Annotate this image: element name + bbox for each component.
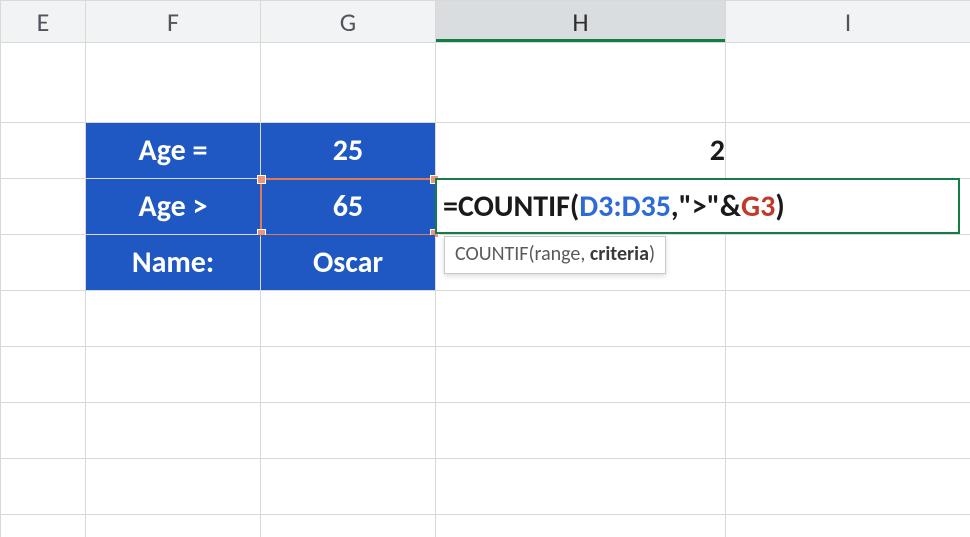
formula-editor[interactable]: =COUNTIF(D3:D35,">"&G3) [435,178,960,234]
cell-E5[interactable] [1,291,86,347]
formula-text: =COUNTIF(D3:D35,">"&G3) [443,188,785,225]
tooltip-arg-criteria[interactable]: criteria [590,242,649,266]
cell-I9[interactable] [726,515,970,537]
tooltip-fn-name: COUNTIF [455,242,528,266]
cell-H1[interactable] [436,43,726,123]
tooltip-sep: , [580,242,590,266]
cell-E4[interactable] [1,235,86,291]
cell-H7[interactable] [436,403,726,459]
cell-H9[interactable] [436,515,726,537]
cell-G6[interactable] [261,347,436,403]
column-header-F[interactable]: F [86,1,261,43]
spreadsheet-viewport: E F G H I Age = 25 2 [0,0,970,537]
cell-G2[interactable]: 25 [261,123,436,179]
cell-G9[interactable] [261,515,436,537]
cell-I6[interactable] [726,347,970,403]
cell-G8[interactable] [261,459,436,515]
cell-E6[interactable] [1,347,86,403]
column-header-G[interactable]: G [261,1,436,43]
cell-G1[interactable] [261,43,436,123]
cell-F4[interactable]: Name: [86,235,261,291]
cell-F2[interactable]: Age = [86,123,261,179]
cell-G3[interactable]: 65 [261,179,436,235]
function-signature-tooltip[interactable]: COUNTIF(range, criteria) [444,236,666,274]
cell-F1[interactable] [86,43,261,123]
column-header-row: E F G H I [1,1,970,43]
cell-E3[interactable] [1,179,86,235]
cell-G7[interactable] [261,403,436,459]
cell-F9[interactable] [86,515,261,537]
cell-F3[interactable]: Age > [86,179,261,235]
cell-I2[interactable] [726,123,970,179]
cell-H8[interactable] [436,459,726,515]
cell-I1[interactable] [726,43,970,123]
cell-E9[interactable] [1,515,86,537]
tooltip-close-paren: ) [649,242,655,266]
cell-F5[interactable] [86,291,261,347]
cell-I4[interactable] [726,235,970,291]
cell-H5[interactable] [436,291,726,347]
column-header-H[interactable]: H [436,1,726,43]
tooltip-arg-range[interactable]: range [535,242,581,266]
cell-G4[interactable]: Oscar [261,235,436,291]
cell-I5[interactable] [726,291,970,347]
cell-F6[interactable] [86,347,261,403]
cell-E2[interactable] [1,123,86,179]
cell-I7[interactable] [726,403,970,459]
cell-G5[interactable] [261,291,436,347]
range-handle-icon[interactable] [257,175,266,184]
cell-H6[interactable] [436,347,726,403]
column-header-I[interactable]: I [726,1,970,43]
cell-H2[interactable]: 2 [436,123,726,179]
cell-E7[interactable] [1,403,86,459]
cell-F7[interactable] [86,403,261,459]
cell-F8[interactable] [86,459,261,515]
column-header-E[interactable]: E [1,1,86,43]
cell-E8[interactable] [1,459,86,515]
cell-E1[interactable] [1,43,86,123]
cell-I8[interactable] [726,459,970,515]
cell-G3-value: 65 [333,188,363,225]
